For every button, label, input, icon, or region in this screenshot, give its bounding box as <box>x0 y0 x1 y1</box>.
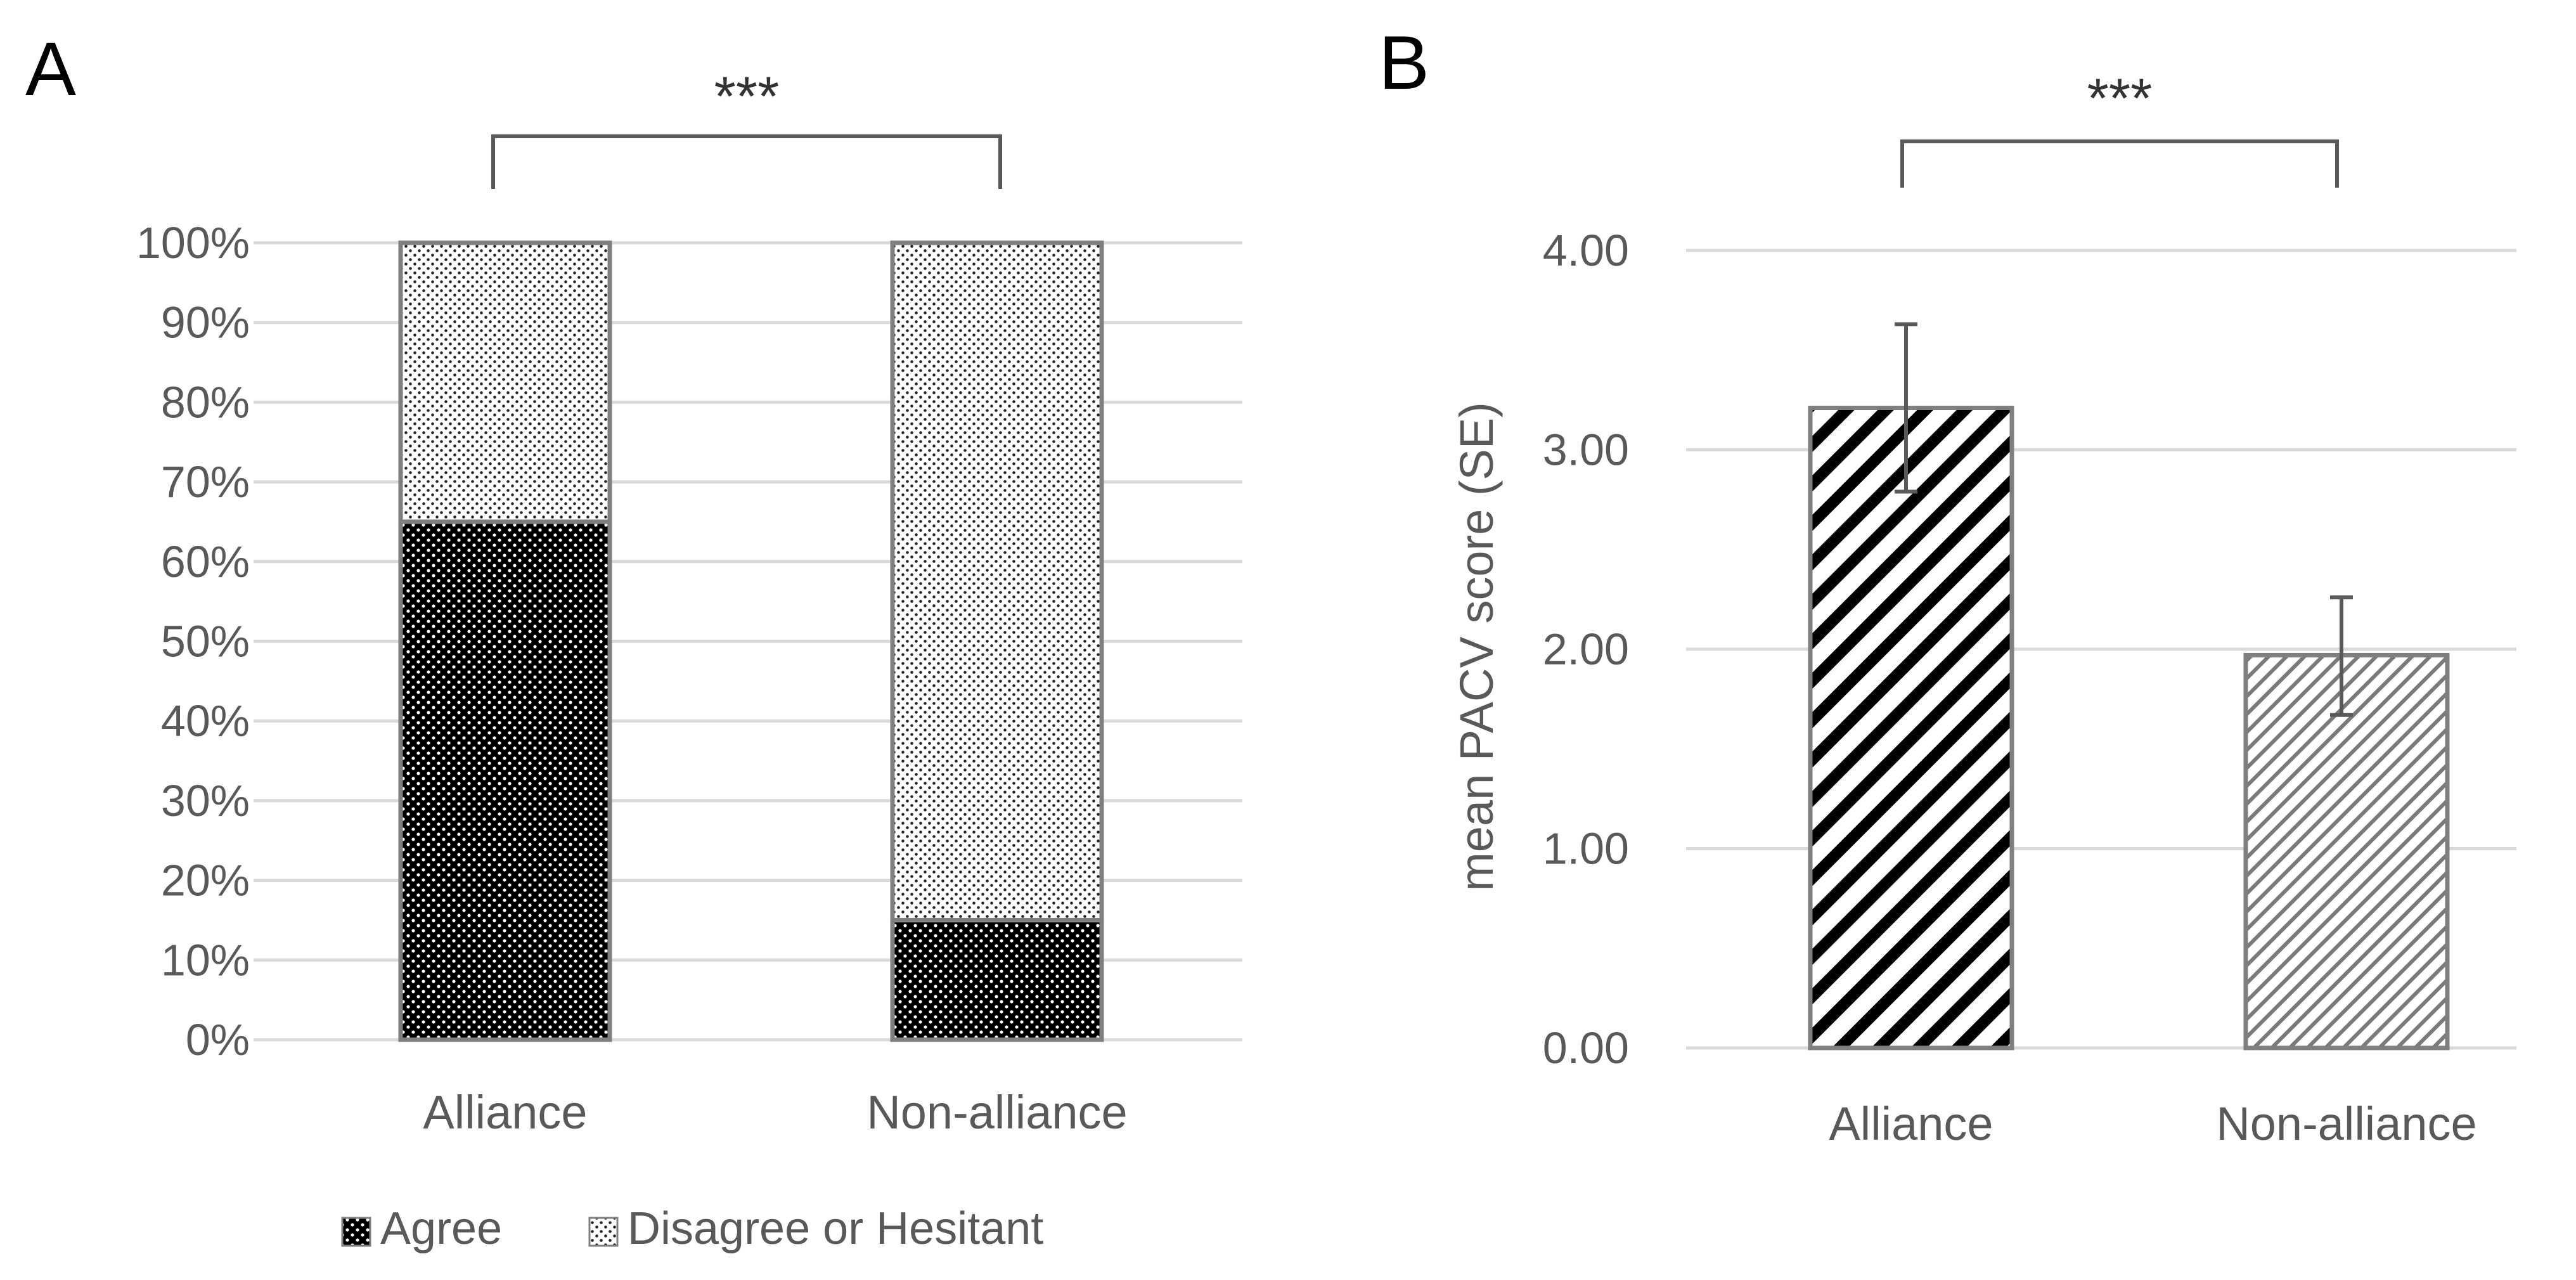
panel-a-label: A <box>25 27 76 112</box>
panel-b-chart: B 0.00 1.00 2.00 3.00 4.00 Alliance Non-allia… <box>1379 20 2516 1150</box>
panel-a-y-tick-10: 10% <box>161 935 250 985</box>
panel-a-y-tick-70: 70% <box>161 457 250 507</box>
panel-a-y-tick-80: 80% <box>161 377 250 427</box>
panel-a-y-tick-20: 20% <box>161 856 250 905</box>
panel-a-y-tick-90: 90% <box>161 298 250 347</box>
bar-agree-alliance <box>398 519 612 1042</box>
panel-b-y-tick-1-00: 1.00 <box>1543 824 1629 874</box>
legend-swatch-agree <box>341 1217 371 1247</box>
panel-a-y-tick-30: 30% <box>161 776 250 825</box>
bar-mean-pacv-alliance <box>1808 405 2014 1051</box>
panel-a-y-tick-40: 40% <box>161 696 250 746</box>
panel-b-y-axis-label: mean PACV score (SE) <box>1450 402 1503 891</box>
panel-a-y-tick-50: 50% <box>161 617 250 666</box>
panel-a-significance-text: *** <box>714 65 780 127</box>
panel-a-category-alliance: Alliance <box>423 1086 587 1139</box>
legend-label-agree: Agree <box>380 1203 502 1254</box>
bar-disagree-or-hesitant-alliance <box>398 240 612 524</box>
panel-a-y-tick-100: 100% <box>136 218 250 268</box>
panel-a-legend: Agree Disagree or Hesitant <box>341 1203 1043 1254</box>
legend-label-disagree-or-hesitant: Disagree or Hesitant <box>628 1203 1043 1254</box>
error-bar-alliance <box>1895 322 1917 494</box>
panel-a-y-tick-0: 0% <box>186 1015 250 1064</box>
panel-a-bars <box>398 240 1104 1042</box>
legend-swatch-disagree-or-hesitant <box>588 1217 619 1247</box>
panel-b-bars <box>1808 405 2450 1051</box>
panel-b-bracket-line <box>1900 139 2339 188</box>
panel-b-category-non-alliance: Non-alliance <box>2216 1097 2476 1150</box>
panel-a-y-tick-60: 60% <box>161 537 250 586</box>
panel-a-category-non-alliance: Non-alliance <box>866 1086 1127 1139</box>
panel-b-significance-bracket: *** <box>1900 67 2339 188</box>
panel-b-y-tick-2-00: 2.00 <box>1543 624 1629 674</box>
panel-b-label: B <box>1379 20 1429 105</box>
panel-a-bracket-line <box>491 134 1002 189</box>
panel-b-y-tick-3-00: 3.00 <box>1543 425 1629 475</box>
bar-agree-non-alliance <box>890 917 1104 1042</box>
panel-a-category-labels: Alliance Non-alliance <box>423 1086 1127 1139</box>
bar-disagree-or-hesitant-non-alliance <box>890 240 1104 922</box>
bar-mean-pacv-non-alliance <box>2243 652 2450 1051</box>
panel-b-category-alliance: Alliance <box>1829 1097 1993 1150</box>
panel-b-category-labels: Alliance Non-alliance <box>1829 1097 2476 1150</box>
panel-a-significance-bracket: *** <box>491 65 1002 189</box>
panel-b-y-tick-4-00: 4.00 <box>1543 226 1629 275</box>
error-bar-non-alliance <box>2330 595 2353 717</box>
panel-b-significance-text: *** <box>2087 67 2153 129</box>
panel-b-y-tick-labels: 0.00 1.00 2.00 3.00 4.00 <box>1543 226 1629 1073</box>
panel-a-y-tick-labels: 0% 10% 20% 30% 40% 50% 60% 70% 80% 90% 100% <box>136 218 250 1064</box>
panel-b-error-bars <box>1895 322 2353 717</box>
panel-a-chart: A 0% 10% 20% 30% 40% 50% 60% 70% 80% 90% 100% Alli… <box>25 27 1242 1254</box>
panel-b-y-tick-0-00: 0.00 <box>1543 1023 1629 1073</box>
